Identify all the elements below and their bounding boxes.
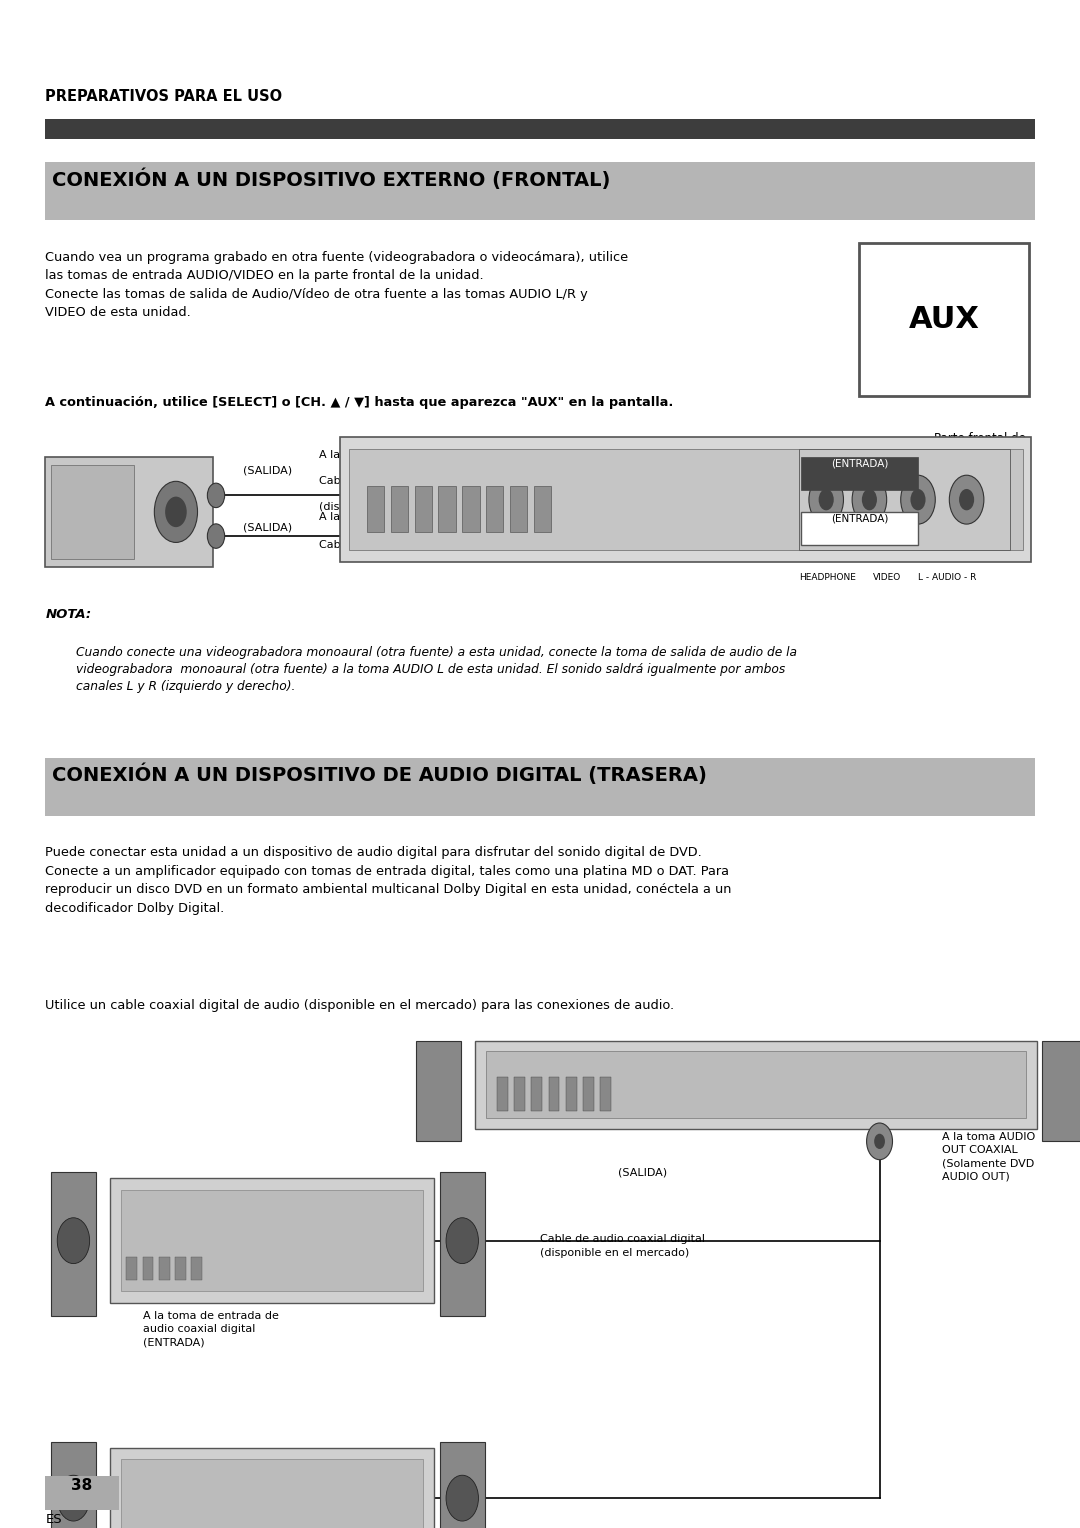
Bar (486, 486, 503, 532)
Bar (566, 1077, 577, 1111)
Circle shape (809, 475, 843, 524)
Text: CONEXIÓN A UN DISPOSITIVO DE AUDIO DIGITAL (TRASERA): CONEXIÓN A UN DISPOSITIVO DE AUDIO DIGIT… (52, 764, 706, 785)
Circle shape (819, 489, 834, 510)
Bar (510, 486, 527, 532)
Text: Utilice un cable coaxial digital de audio (disponible en el mercado) para las co: Utilice un cable coaxial digital de audi… (45, 999, 675, 1012)
Text: (ENTRADA): (ENTRADA) (831, 513, 889, 524)
Bar (415, 486, 432, 532)
Circle shape (446, 1218, 478, 1264)
Text: VIDEO: VIDEO (873, 573, 901, 582)
Circle shape (446, 1475, 478, 1520)
Circle shape (207, 483, 225, 507)
Bar (801, 457, 918, 490)
Bar (340, 437, 1031, 562)
Circle shape (207, 524, 225, 549)
Text: A la toma de entrada de
audio coaxial digital
(ENTRADA): A la toma de entrada de audio coaxial di… (143, 1311, 279, 1348)
Text: A la toma AUDIO
OUT COAXIAL
(Solamente DVD
AUDIO OUT): A la toma AUDIO OUT COAXIAL (Solamente D… (942, 1132, 1035, 1181)
Bar (416, 1041, 461, 1141)
Circle shape (910, 489, 926, 510)
Text: (SALIDA): (SALIDA) (243, 523, 292, 533)
Text: A continuación, utilice [SELECT] o [CH. ▲ / ▼] hasta que aparezca "AUX" en la pa: A continuación, utilice [SELECT] o [CH. … (45, 396, 674, 410)
Bar (799, 449, 1010, 550)
Circle shape (959, 489, 974, 510)
Bar (440, 1172, 485, 1316)
Bar (440, 1442, 485, 1528)
Bar (391, 486, 408, 532)
Bar (534, 486, 551, 532)
Text: Por ejemplo,
videograbadora o
videocámara, etc.: Por ejemplo, videograbadora o videocámar… (52, 469, 146, 504)
Circle shape (862, 489, 877, 510)
Text: Puede conectar esta unidad a un dispositivo de audio digital para disfrutar del : Puede conectar esta unidad a un disposit… (45, 847, 732, 915)
Text: A la toma de salida de vídeo: A la toma de salida de vídeo (319, 512, 477, 523)
Text: Cable de audio coaxial digital
(disponible en el mercado): Cable de audio coaxial digital (disponib… (540, 1235, 705, 1258)
Text: Parte frontal de
la unidad: Parte frontal de la unidad (934, 432, 1026, 463)
Text: (SALIDA): (SALIDA) (618, 1167, 667, 1178)
Bar (859, 243, 1029, 396)
Circle shape (901, 475, 935, 524)
Bar (497, 1077, 508, 1111)
Circle shape (874, 1134, 885, 1149)
Bar (191, 1258, 202, 1280)
Text: NOTA:: NOTA: (45, 608, 92, 620)
Bar (110, 1178, 434, 1303)
Text: ES: ES (45, 1513, 62, 1526)
Text: Cable de audio: Cable de audio (319, 477, 402, 486)
Bar (45, 1476, 119, 1510)
Text: Cable de vídeo (disponible en el mercado): Cable de vídeo (disponible en el mercado… (319, 539, 554, 550)
Bar (110, 1449, 434, 1528)
Bar (51, 465, 135, 559)
Bar (531, 1077, 542, 1111)
Text: Cuando conecte una videograbadora monoaural (otra fuente) a esta unidad, conecte: Cuando conecte una videograbadora monoau… (76, 646, 797, 694)
Text: A las tomas de salida de audio: A las tomas de salida de audio (319, 451, 489, 460)
Bar (51, 1442, 96, 1528)
Bar (349, 449, 1023, 550)
Text: (SALIDA): (SALIDA) (243, 466, 292, 475)
Text: Platina MD,
platina DAT, etc.: Platina MD, platina DAT, etc. (143, 1464, 240, 1494)
Text: AUX: AUX (908, 306, 980, 333)
Bar (438, 486, 456, 532)
Bar (514, 1077, 525, 1111)
Bar (45, 758, 1035, 816)
Circle shape (154, 481, 198, 542)
Circle shape (165, 497, 187, 527)
Bar (486, 1051, 1026, 1118)
Bar (175, 1258, 186, 1280)
Bar (51, 1172, 96, 1316)
Text: Cuando vea un programa grabado en otra fuente (videograbadora o videocámara), ut: Cuando vea un programa grabado en otra f… (45, 251, 629, 319)
Bar (801, 512, 918, 545)
Text: L - AUDIO - R: L - AUDIO - R (918, 573, 976, 582)
Circle shape (57, 1218, 90, 1264)
Bar (45, 119, 1035, 139)
Bar (126, 1258, 137, 1280)
Bar (121, 1459, 423, 1528)
Bar (143, 1258, 153, 1280)
Bar (462, 486, 480, 532)
Bar (367, 486, 384, 532)
Text: (disponible en el mercado): (disponible en el mercado) (319, 503, 468, 512)
Bar (600, 1077, 611, 1111)
Text: 38: 38 (71, 1478, 93, 1493)
Text: PREPARATIVOS PARA EL USO: PREPARATIVOS PARA EL USO (45, 89, 283, 104)
Bar (159, 1258, 170, 1280)
Text: (ENTRADA): (ENTRADA) (831, 458, 889, 469)
Bar (1042, 1041, 1080, 1141)
Circle shape (866, 1123, 892, 1160)
Text: HEADPHONE: HEADPHONE (799, 573, 856, 582)
Bar (583, 1077, 594, 1111)
Text: Decodificador
Dolby Digital: Decodificador Dolby Digital (143, 1196, 224, 1227)
Bar (549, 1077, 559, 1111)
Bar (121, 1190, 423, 1291)
Bar (45, 162, 1035, 220)
Text: CONEXIÓN A UN DISPOSITIVO EXTERNO (FRONTAL): CONEXIÓN A UN DISPOSITIVO EXTERNO (FRONT… (52, 168, 610, 189)
Circle shape (852, 475, 887, 524)
Bar (475, 1041, 1037, 1129)
Circle shape (57, 1475, 90, 1520)
Circle shape (949, 475, 984, 524)
Bar (45, 457, 213, 567)
